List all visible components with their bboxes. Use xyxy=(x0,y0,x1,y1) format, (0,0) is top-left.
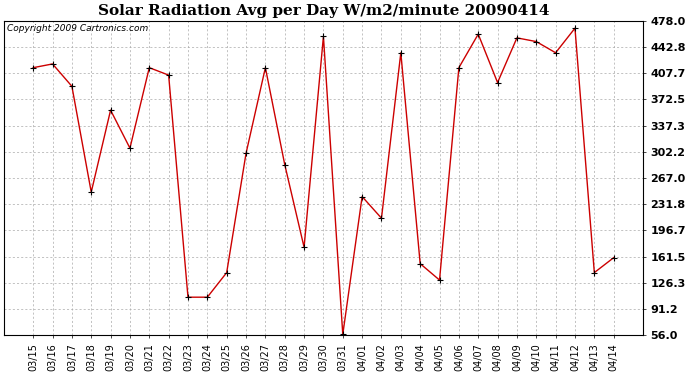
Title: Solar Radiation Avg per Day W/m2/minute 20090414: Solar Radiation Avg per Day W/m2/minute … xyxy=(98,4,549,18)
Text: Copyright 2009 Cartronics.com: Copyright 2009 Cartronics.com xyxy=(8,24,148,33)
